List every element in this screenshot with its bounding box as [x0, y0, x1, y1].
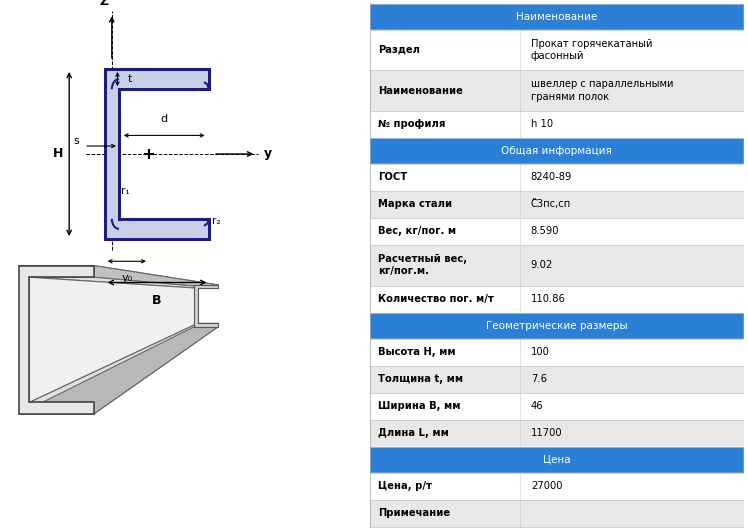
Polygon shape: [19, 327, 218, 414]
Text: t: t: [128, 74, 132, 84]
Text: B: B: [153, 294, 162, 307]
Polygon shape: [29, 323, 218, 402]
FancyBboxPatch shape: [370, 218, 744, 245]
Text: 100: 100: [531, 347, 550, 357]
Text: y: y: [263, 148, 272, 160]
FancyBboxPatch shape: [370, 392, 744, 419]
Text: 11700: 11700: [531, 428, 562, 438]
FancyBboxPatch shape: [370, 30, 744, 70]
FancyBboxPatch shape: [370, 365, 744, 392]
Polygon shape: [29, 277, 197, 402]
Text: 27000: 27000: [531, 481, 562, 491]
Text: № профиля: № профиля: [378, 119, 445, 130]
Text: С͂3пс,сп: С͂3пс,сп: [531, 199, 571, 209]
FancyBboxPatch shape: [370, 70, 744, 111]
Polygon shape: [105, 69, 209, 239]
Text: Расчетный вес,
кг/пог.м.: Расчетный вес, кг/пог.м.: [378, 254, 467, 277]
Text: Цена, р/т: Цена, р/т: [378, 481, 432, 491]
FancyBboxPatch shape: [370, 191, 744, 218]
Text: Наименование: Наименование: [378, 85, 462, 96]
Text: 46: 46: [531, 401, 543, 411]
Text: 8.590: 8.590: [531, 226, 560, 236]
Text: Толщина t, мм: Толщина t, мм: [378, 374, 463, 384]
Text: 110.86: 110.86: [531, 294, 565, 304]
FancyBboxPatch shape: [370, 419, 744, 447]
Text: s: s: [74, 136, 79, 145]
Text: Примечание: Примечание: [378, 508, 450, 518]
Text: Z: Z: [99, 0, 109, 8]
FancyBboxPatch shape: [370, 313, 744, 338]
Text: Цена: Цена: [543, 455, 571, 465]
Text: y₀: y₀: [121, 273, 132, 283]
Text: r₂: r₂: [212, 217, 221, 226]
Text: Ширина B, мм: Ширина B, мм: [378, 401, 460, 411]
Text: швеллер с параллельными
гранями полок: швеллер с параллельными гранями полок: [531, 79, 673, 102]
Text: Высота H, мм: Высота H, мм: [378, 347, 456, 357]
Polygon shape: [194, 285, 218, 327]
Text: 7.6: 7.6: [531, 374, 547, 384]
Text: Раздел: Раздел: [378, 45, 420, 55]
Text: Общая информация: Общая информация: [501, 146, 613, 156]
Text: d: d: [161, 114, 168, 124]
Text: Длина L, мм: Длина L, мм: [378, 428, 449, 438]
Polygon shape: [19, 266, 218, 285]
FancyBboxPatch shape: [370, 245, 744, 286]
Polygon shape: [94, 266, 218, 288]
FancyBboxPatch shape: [370, 500, 744, 527]
Text: Марка стали: Марка стали: [378, 199, 452, 209]
FancyBboxPatch shape: [370, 111, 744, 138]
FancyBboxPatch shape: [370, 447, 744, 473]
FancyBboxPatch shape: [370, 164, 744, 191]
Text: h 10: h 10: [531, 119, 553, 130]
Polygon shape: [94, 323, 218, 414]
FancyBboxPatch shape: [370, 286, 744, 313]
Text: Количество пог. м/т: Количество пог. м/т: [378, 294, 494, 304]
FancyBboxPatch shape: [370, 138, 744, 164]
Text: Геометрические размеры: Геометрические размеры: [486, 321, 628, 330]
FancyBboxPatch shape: [370, 4, 744, 30]
Text: Наименование: Наименование: [516, 12, 598, 22]
Text: r₁: r₁: [120, 186, 129, 196]
Text: Вес, кг/пог. м: Вес, кг/пог. м: [378, 226, 456, 236]
Text: H: H: [53, 148, 63, 160]
FancyBboxPatch shape: [370, 338, 744, 365]
Text: Прокат горячекатаный
фасонный: Прокат горячекатаный фасонный: [531, 39, 652, 61]
Polygon shape: [19, 266, 94, 414]
Text: 9.02: 9.02: [531, 260, 553, 270]
Text: 8240-89: 8240-89: [531, 172, 572, 182]
Text: ГОСТ: ГОСТ: [378, 172, 407, 182]
Polygon shape: [29, 277, 218, 288]
FancyBboxPatch shape: [370, 473, 744, 500]
